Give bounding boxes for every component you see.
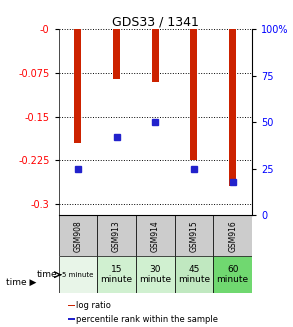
Bar <box>229 29 236 186</box>
Text: 5 minute: 5 minute <box>62 272 94 278</box>
Bar <box>113 29 120 79</box>
Text: GSM915: GSM915 <box>190 220 198 252</box>
Bar <box>68 318 75 320</box>
Bar <box>68 304 75 306</box>
Bar <box>59 215 97 256</box>
Text: time: time <box>37 270 58 279</box>
Bar <box>74 29 81 143</box>
Bar <box>213 215 252 256</box>
Text: 45
minute: 45 minute <box>178 265 210 284</box>
Text: GSM916: GSM916 <box>228 220 237 252</box>
Bar <box>213 256 252 293</box>
Text: percentile rank within the sample: percentile rank within the sample <box>76 315 218 324</box>
Bar <box>97 256 136 293</box>
Bar <box>152 29 159 82</box>
Bar <box>175 215 213 256</box>
Bar <box>190 29 197 160</box>
Bar <box>175 256 213 293</box>
Title: GDS33 / 1341: GDS33 / 1341 <box>112 15 199 28</box>
Bar <box>136 215 175 256</box>
Bar <box>97 215 136 256</box>
Text: 60
minute: 60 minute <box>217 265 249 284</box>
Text: GSM914: GSM914 <box>151 220 160 252</box>
Bar <box>59 256 97 293</box>
Text: GSM913: GSM913 <box>112 220 121 252</box>
Text: log ratio: log ratio <box>76 301 111 310</box>
Text: time ▶: time ▶ <box>6 278 36 287</box>
Text: 15
minute: 15 minute <box>100 265 133 284</box>
Bar <box>136 256 175 293</box>
Text: GSM908: GSM908 <box>74 220 82 252</box>
Text: 30
minute: 30 minute <box>139 265 171 284</box>
